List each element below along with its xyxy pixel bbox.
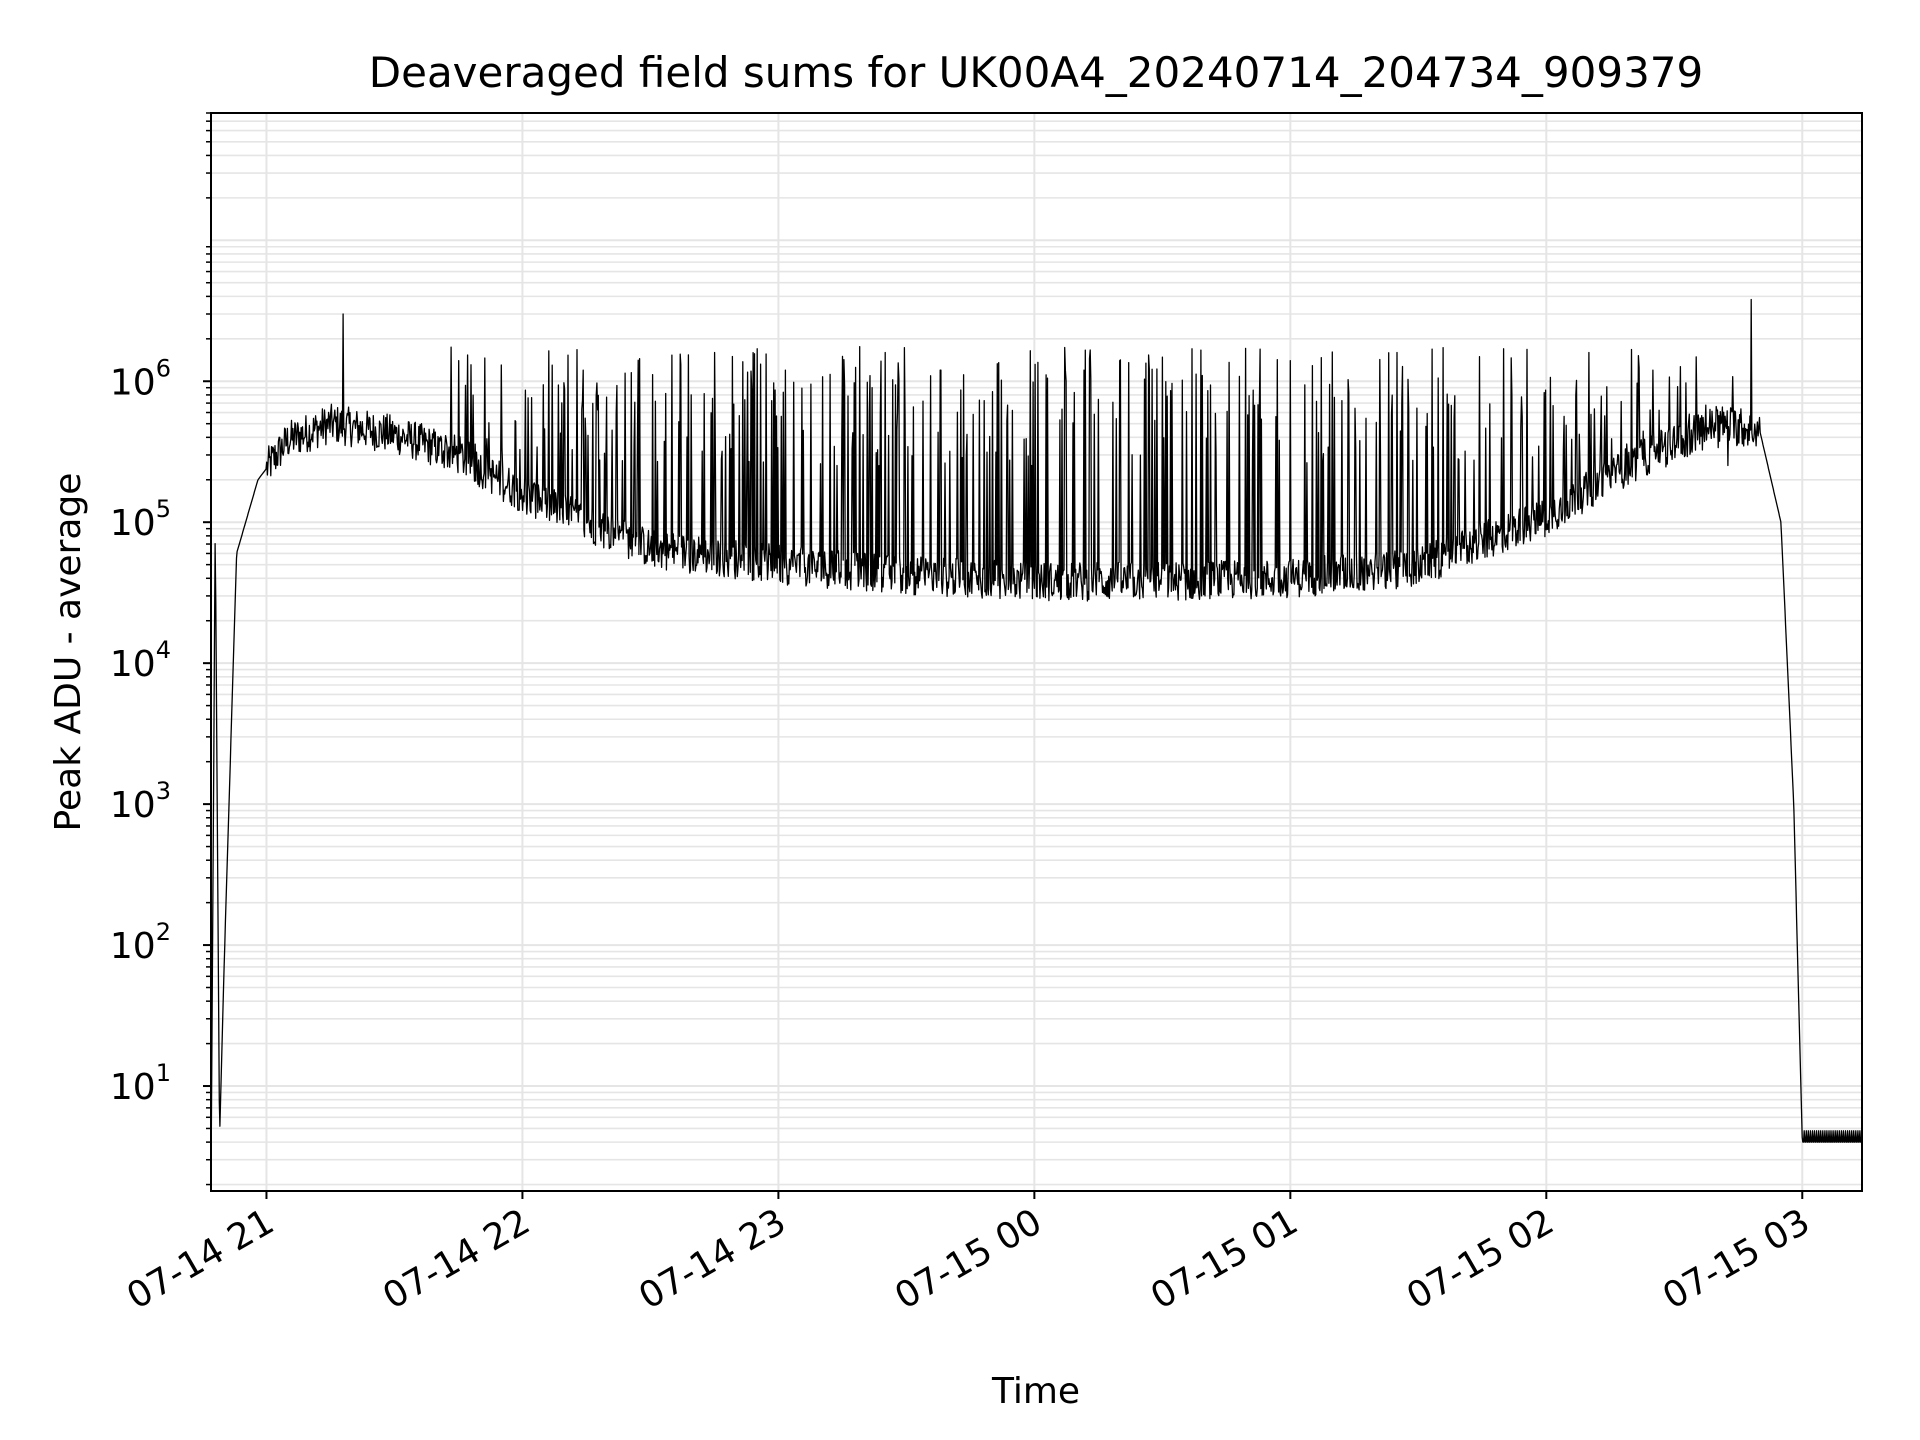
x-tick-label: 07-15 03: [1656, 1201, 1817, 1317]
y-tick-label: 102: [110, 918, 171, 967]
y-tick-exponent: 6: [156, 354, 171, 382]
x-tick-label: 07-15 01: [1144, 1201, 1305, 1317]
plot-area: [211, 298, 1862, 1185]
grid-lines: [211, 112, 1862, 1191]
plot-frame: [210, 112, 1863, 1192]
x-axis-label: Time: [991, 1371, 1080, 1412]
y-tick-exponent: 1: [156, 1059, 171, 1087]
chart-title: Deaveraged field sums for UK00A4_2024071…: [369, 48, 1703, 97]
y-tick-label: 101: [110, 1059, 171, 1108]
y-tick-exponent: 3: [156, 777, 171, 805]
y-axis-label: Peak ADU - average: [48, 473, 89, 832]
y-tick-label: 103: [110, 777, 171, 826]
y-tick-exponent: 4: [156, 636, 171, 664]
x-tick-label: 07-14 21: [120, 1201, 281, 1317]
y-axis-ticks: 101 102 103 104 105 106: [110, 112, 211, 1186]
x-tick-label: 07-14 22: [376, 1201, 537, 1317]
series-line: [211, 298, 1862, 1185]
x-axis-ticks: 07-14 21 07-14 22 07-14 23 07-15 00 07-15 01…: [120, 1191, 1817, 1318]
x-tick-label: 07-15 00: [888, 1201, 1049, 1317]
y-tick-label: 106: [110, 354, 171, 403]
x-tick-label: 07-15 02: [1400, 1201, 1561, 1317]
y-tick-exponent: 2: [156, 918, 171, 946]
x-tick-label: 07-14 23: [632, 1201, 793, 1317]
y-tick-exponent: 5: [156, 495, 171, 523]
y-tick-label: 104: [110, 636, 171, 685]
y-tick-label: 105: [110, 495, 171, 544]
